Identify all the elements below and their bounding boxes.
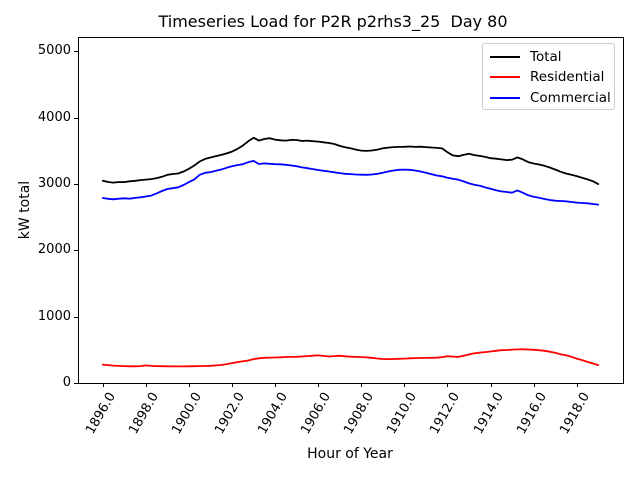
series-line-commercial xyxy=(101,159,600,206)
y-tick-label: 2000 xyxy=(37,242,71,258)
legend-label: Commercial xyxy=(530,89,611,106)
legend-label: Residential xyxy=(530,69,605,86)
legend: Total Residential Commercial xyxy=(482,43,615,110)
legend-line-sample-total xyxy=(490,56,520,59)
y-tick-label: 5000 xyxy=(37,43,71,59)
axes-frame xyxy=(78,37,624,384)
y-tick-label: 4000 xyxy=(37,109,71,125)
legend-item-residential: Residential xyxy=(490,67,607,87)
legend-line-sample-residential xyxy=(490,76,520,79)
series-line-total xyxy=(101,136,600,186)
y-tick-label: 0 xyxy=(62,375,71,390)
y-tick-label: 3000 xyxy=(37,176,71,192)
legend-item-total: Total xyxy=(490,47,607,67)
legend-line-sample-commercial xyxy=(490,96,520,99)
x-axis-label: Hour of Year xyxy=(307,446,393,462)
series-line-residential xyxy=(101,348,600,368)
legend-label: Total xyxy=(530,49,562,66)
legend-item-commercial: Commercial xyxy=(490,88,611,108)
y-tick-label: 1000 xyxy=(37,308,71,324)
chart-title: Timeseries Load for P2R p2rhs3_25 Day 80 xyxy=(158,12,508,31)
